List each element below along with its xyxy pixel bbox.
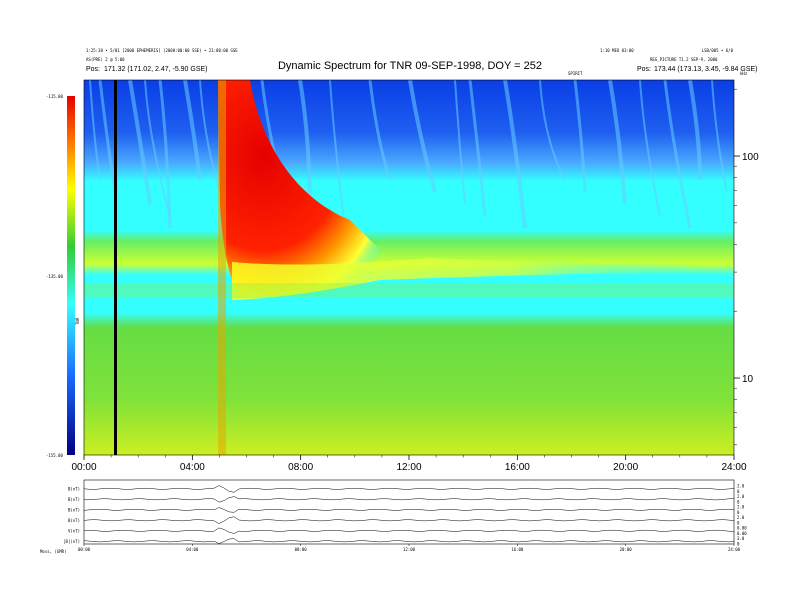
type-iii-streak [503,80,527,229]
timeseries-row-label: |B|(nT) [63,539,80,544]
timeseries-right-tick: 2.0 [737,483,745,488]
plasma-line-band [84,283,734,298]
timeseries-trace [84,496,735,503]
ts-x-tick-label: 00:00 [78,547,91,552]
type-iii-streak [454,80,466,205]
chart-title: Dynamic Spectrum for TNR 09-SEP-1998, DO… [278,60,542,72]
x-tick-label: 12:00 [396,462,421,473]
burst-onset-column [218,80,226,455]
timeseries-right-tick: 2.0 [737,504,745,509]
timeseries-trace [83,507,735,513]
colorbar-tick-top: -115.00 [46,94,63,99]
timeseries-right-tick: 2.0 [737,494,745,499]
ts-x-tick-label: 20:00 [620,547,633,552]
ts-x-tick-label: 04:00 [186,547,199,552]
radio-burst-tail [232,258,700,300]
radio-burst-region [218,80,400,296]
timeseries-trace [83,538,735,544]
header-left-pos-value: 171.32 (171.02, 2.47, -5.90 GSE) [104,66,208,73]
header-right-pos-prefix: Pos: [637,66,651,73]
ts-x-tick-label: 12:00 [403,547,416,552]
type-iii-streak [158,80,172,229]
x-tick-label: 16:00 [505,462,530,473]
timeseries-x-axis: 00:00 04:00 08:00 12:00 16:00 20:00 24:00 [78,544,741,552]
timeseries-frame [83,479,735,545]
header-left-line1: 1:25:38 • 5/01 [2000 EPHEMERIS] (2000:00… [86,48,238,53]
x-tick-label: 20:00 [613,462,638,473]
timeseries-row-label: B(nT) [68,518,80,523]
timeseries-row-label: B(nT) [68,507,80,512]
type-iii-streak [608,80,627,205]
colorbar-tick-mid: -135.00 [46,274,63,279]
spectrogram [84,80,734,455]
ts-x-tick-label: 08:00 [295,547,308,552]
x-tick-label: 04:00 [180,462,205,473]
timeseries-row-label: V(nT) [68,528,80,533]
type-iii-streak [688,80,702,181]
header-right-line1: 1:10 MEO 03:00 [600,48,634,53]
timeseries-trace [83,485,735,493]
type-iii-streak [144,80,171,217]
header-midnote: SPIRIT [568,71,583,76]
type-iii-streak [329,80,346,229]
timeseries-right-tick: 0 [737,499,740,504]
frequency-unit-label: kHz [740,71,748,76]
ts-x-tick-label: 16:00 [511,547,524,552]
ts-x-tick-label: 24:00 [728,547,741,552]
y-tick-label: 10 [742,374,754,385]
spectrogram-y-axis: 100 10 [734,88,759,446]
header-right-pos-value: 173.44 (173.13, 3.45, -9.84 GSE) [654,66,758,73]
type-iii-streak [89,80,101,181]
colorbar-tick-bottom: -155.00 [46,453,63,458]
type-iii-streak [639,80,661,217]
timeseries-row-label: B(nT) [68,497,80,502]
timeseries-right-tick: 0 [737,489,740,494]
timeseries-row-label: B(nT) [68,486,80,491]
timeseries-right-tick: 0 [737,541,740,546]
colorbar-side-label: TNR [75,317,80,325]
type-iii-streak [128,80,152,205]
timeseries-trace [83,527,735,534]
timeseries-right-tick: 3.0 [737,536,745,541]
type-iii-streak [368,80,392,181]
header-left-pos-prefix: Pos: [86,66,100,73]
x-tick-label: 24:00 [721,462,746,473]
header-left-line2: AS(PRE) 2 @ 5:00 [86,57,125,62]
x-tick-label: 00:00 [71,462,96,473]
timeseries-right-tick: 0.00 [737,525,747,530]
type-iii-streak [573,80,587,193]
timeseries-right-tick: 0.00 [737,531,747,536]
type-iii-streak [711,80,728,193]
type-iii-streak [663,80,692,229]
type-iii-streak [98,80,117,193]
type-iii-streak [468,80,487,217]
timeseries-rows: B(nT)2.00B(nT)2.00B(nT)2.00B(nT)2.00V(nT… [63,483,747,546]
type-iii-streak [408,80,437,193]
header-right-line2: LSB/005 • 6/0 [702,48,734,53]
type-iii-streak [539,80,566,181]
timeseries-right-tick: 2.0 [737,515,745,520]
header-right-line3: REG_PICTURE T1.2 SEP-9, 2000 [650,57,718,62]
timeseries-footer: Moss, (GMR) [40,549,67,554]
type-iii-streak [183,80,202,181]
data-gap-line [114,80,117,455]
colorbar [67,96,75,455]
timeseries-trace [83,516,735,524]
y-tick-label: 100 [742,152,759,163]
type-iii-streak [199,80,221,193]
timeseries-right-tick: 0 [737,510,740,515]
timeseries-right-tick: 0 [737,520,740,525]
spectrogram-x-axis: 00:00 04:00 08:00 12:00 16:00 20:00 24:00 [71,455,747,473]
x-tick-label: 08:00 [288,462,313,473]
